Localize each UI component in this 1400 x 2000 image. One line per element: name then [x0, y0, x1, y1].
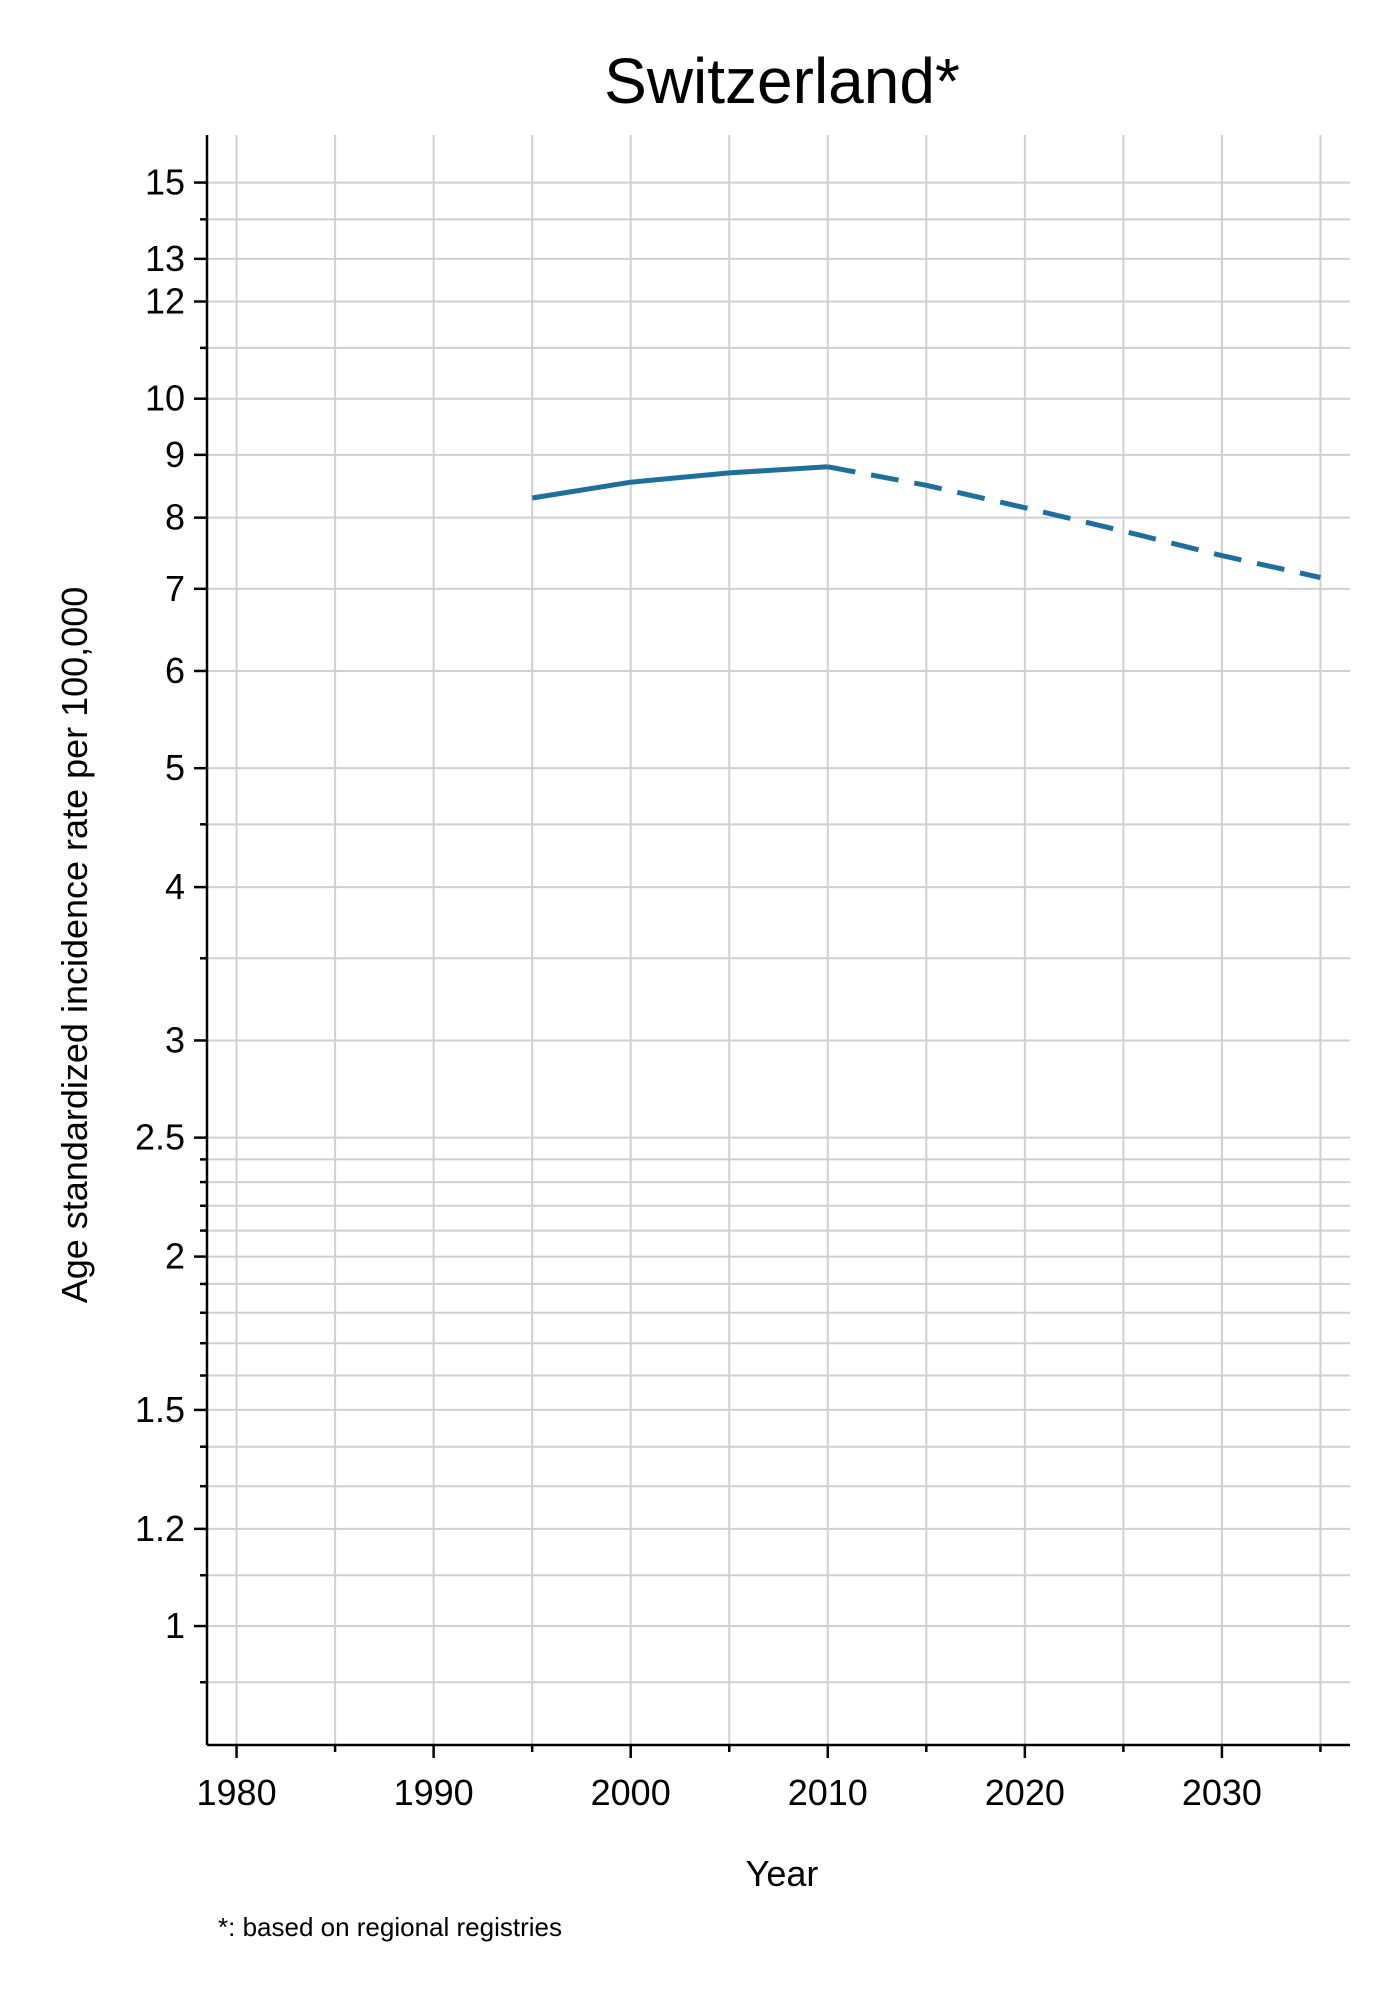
- y-tick-label: 2: [165, 1236, 185, 1277]
- x-tick-label: 2000: [591, 1772, 671, 1813]
- chart-title: Switzerland*: [604, 45, 960, 117]
- x-tick-labels: 1980 1990 2000 2010 2020 2030: [197, 1772, 1262, 1813]
- grid-layer: [207, 135, 1350, 1745]
- y-tick-label: 5: [165, 747, 185, 788]
- series-layer: [531, 464, 1321, 580]
- projection-line: [827, 464, 1321, 580]
- y-tick-label: 12: [145, 281, 185, 322]
- axis-layer: [194, 135, 1350, 1758]
- y-tick-label: 1: [165, 1605, 185, 1646]
- y-tick-label: 15: [145, 162, 185, 203]
- y-axis-label: Age standardized incidence rate per 100,…: [54, 587, 95, 1304]
- y-tick-label: 6: [165, 650, 185, 691]
- x-tick-label: 2020: [985, 1772, 1065, 1813]
- x-axis-label: Year: [746, 1853, 819, 1894]
- y-tick-label: 9: [165, 434, 185, 475]
- y-tick-label: 8: [165, 497, 185, 538]
- y-tick-label: 10: [145, 378, 185, 419]
- observed-line: [531, 464, 828, 501]
- footnote: *: based on regional registries: [218, 1912, 562, 1942]
- x-tick-label: 1980: [197, 1772, 277, 1813]
- y-tick-label: 1.5: [135, 1389, 185, 1430]
- y-tick-label: 4: [165, 866, 185, 907]
- y-tick-label: 13: [145, 238, 185, 279]
- y-tick-label: 3: [165, 1019, 185, 1060]
- x-tick-label: 1990: [394, 1772, 474, 1813]
- y-tick-label: 1.2: [135, 1508, 185, 1549]
- x-tick-label: 2030: [1182, 1772, 1262, 1813]
- x-tick-label: 2010: [788, 1772, 868, 1813]
- y-tick-label: 2.5: [135, 1117, 185, 1158]
- y-tick-label: 7: [165, 568, 185, 609]
